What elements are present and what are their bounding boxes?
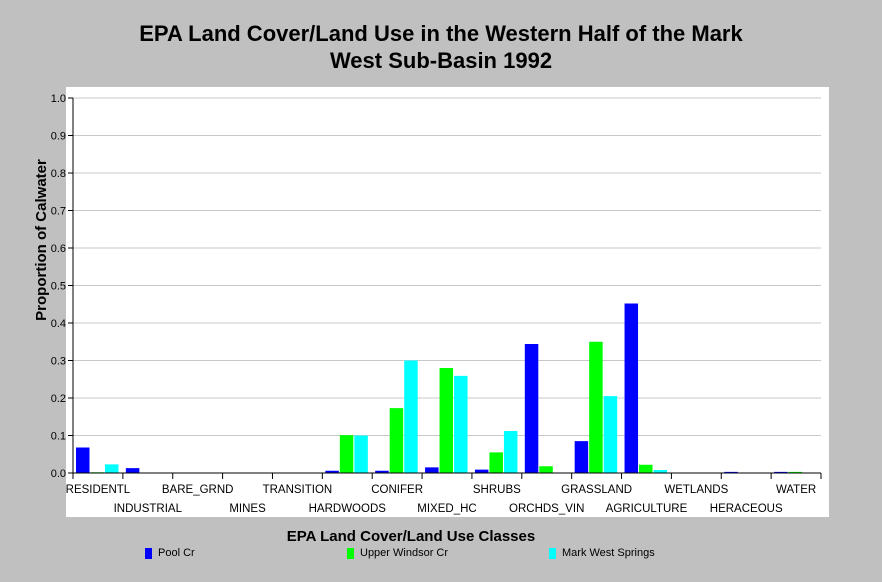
bar: [375, 470, 389, 473]
y-tick-label: 0.5: [51, 281, 66, 293]
axes: 0.0 0.1 0.2 0.3 0.4 0.5 0.6 0.7 0.8 0.9 1.0 RESIDEN…: [51, 93, 822, 515]
y-tick-label: 1.0: [51, 93, 66, 105]
bar: [404, 360, 418, 473]
bar: [76, 447, 90, 473]
bar: [354, 435, 368, 473]
legend-swatch-upper-windsor-cr: [347, 547, 354, 559]
x-tick-label: HARDWOODS: [309, 503, 387, 515]
bar: [788, 471, 803, 473]
bar: [524, 344, 539, 473]
bar: [603, 396, 618, 473]
x-tick-label: ORCHDS_VIN: [509, 503, 584, 515]
x-tick-label: AGRICULTURE: [606, 503, 688, 515]
y-tick-label: 0.2: [51, 393, 66, 405]
y-tick-label: 0.3: [51, 356, 66, 368]
bar: [439, 368, 454, 473]
y-tick-label: 0.0: [51, 468, 66, 480]
y-tick-label: 0.7: [51, 206, 66, 218]
bar: [589, 341, 603, 473]
x-tick-label: WATER: [776, 484, 816, 496]
bar: [454, 375, 468, 473]
bar: [539, 466, 553, 473]
bar: [125, 468, 140, 473]
x-tick-label: MINES: [229, 503, 266, 515]
x-tick-label: CONIFER: [371, 484, 423, 496]
x-tick-label: RESIDENTL: [66, 484, 131, 496]
bar: [474, 469, 489, 473]
bar: [339, 435, 354, 473]
bar: [489, 452, 503, 473]
y-tick-label: 0.9: [51, 131, 66, 143]
legend-item-mark-west-springs: Mark West Springs: [549, 547, 655, 559]
bar: [724, 471, 738, 473]
x-tick-label: SHRUBS: [473, 484, 521, 496]
legend-swatch-mark-west-springs: [549, 547, 556, 559]
chart-title-line-2: West Sub-Basin 1992: [329, 48, 553, 73]
bar: [653, 470, 668, 473]
legend-label-pool-cr: Pool Cr: [158, 547, 195, 559]
chart-title: EPA Land Cover/Land Use in the Western H…: [0, 20, 882, 74]
y-axis-label: Proportion of Calwater: [33, 159, 50, 321]
legend-item-upper-windsor-cr: Upper Windsor Cr: [347, 547, 448, 559]
x-axis-label: EPA Land Cover/Land Use Classes: [287, 528, 535, 545]
bar: [389, 408, 404, 473]
bar: [639, 464, 653, 473]
x-tick-label: BARE_GRND: [162, 484, 234, 496]
y-tick-label: 0.4: [51, 318, 66, 330]
legend-swatch-pool-cr: [145, 547, 152, 559]
bar: [624, 303, 639, 473]
legend-label-mark-west-springs: Mark West Springs: [562, 547, 655, 559]
chart-title-line-1: EPA Land Cover/Land Use in the Western H…: [139, 21, 743, 46]
x-tick-label: HERACEOUS: [710, 503, 783, 515]
bar: [503, 431, 518, 473]
x-tick-label: WETLANDS: [664, 484, 728, 496]
x-tick-label: INDUSTRIAL: [114, 503, 183, 515]
y-tick-label: 0.1: [51, 431, 66, 443]
bars: [76, 303, 803, 473]
y-tick-label: 0.8: [51, 168, 66, 180]
bar: [105, 464, 119, 473]
x-tick-label: TRANSITION: [263, 484, 333, 496]
legend-item-pool-cr: Pool Cr: [145, 547, 195, 559]
bar: [774, 471, 788, 473]
x-tick-label: MIXED_HC: [417, 503, 476, 515]
x-tick-label: GRASSLAND: [561, 484, 632, 496]
legend-label-upper-windsor-cr: Upper Windsor Cr: [360, 547, 449, 559]
y-tick-label: 0.6: [51, 243, 66, 255]
bar: [574, 441, 589, 473]
bar: [325, 470, 339, 473]
bar: [425, 467, 439, 473]
